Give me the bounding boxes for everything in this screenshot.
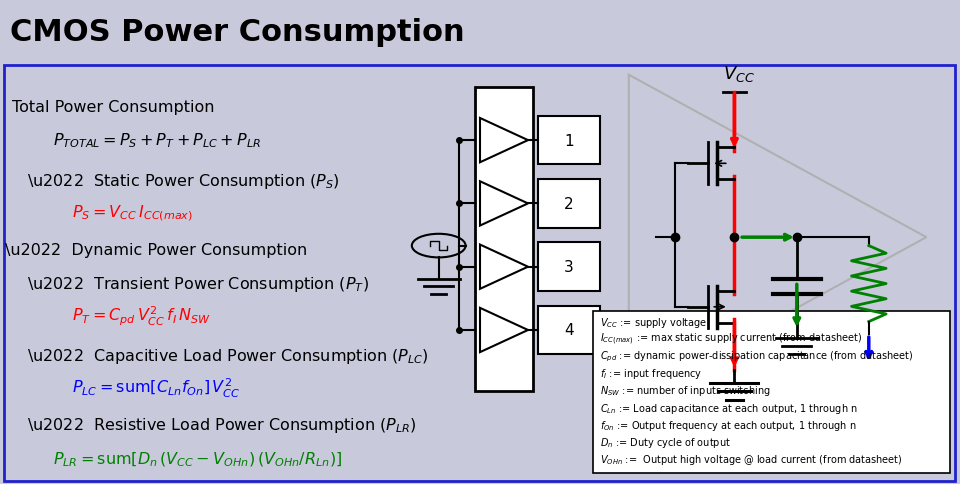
- Text: $V_{OHn}$ :=  Output high voltage @ load current (from datasheet): $V_{OHn}$ := Output high voltage @ load …: [600, 452, 902, 466]
- Bar: [538, 117, 600, 165]
- Bar: [538, 306, 600, 354]
- Text: $P_{LC} = \mathrm{sum}[ C_{Ln} f_{On} ]\, V_{CC}^2$: $P_{LC} = \mathrm{sum}[ C_{Ln} f_{On} ]\…: [72, 376, 240, 399]
- Text: $C_{pd}$ := dynamic power-dissipation capacitance (from datasheet): $C_{pd}$ := dynamic power-dissipation ca…: [600, 349, 913, 363]
- Text: $P_T = C_{pd}\, V_{CC}^2\, f_I\, N_{SW}$: $P_T = C_{pd}\, V_{CC}^2\, f_I\, N_{SW}$: [72, 304, 211, 327]
- Text: 2: 2: [564, 197, 574, 212]
- Bar: [475, 88, 533, 392]
- Text: 1: 1: [564, 133, 574, 148]
- Text: $C_{Ln}$ := Load capacitance at each output, 1 through n: $C_{Ln}$ := Load capacitance at each out…: [600, 401, 857, 415]
- Text: $f_{On}$ := Output frequency at each output, 1 through n: $f_{On}$ := Output frequency at each out…: [600, 418, 856, 432]
- Text: $P_{TOTAL} = P_S + P_T + P_{LC} + P_{LR}$: $P_{TOTAL} = P_S + P_T + P_{LC} + P_{LR}…: [53, 132, 261, 150]
- Text: CMOS Power Consumption: CMOS Power Consumption: [10, 18, 465, 47]
- Text: \u2022  Resistive Load Power Consumption ($P_{LR}$): \u2022 Resistive Load Power Consumption …: [27, 416, 417, 435]
- Text: $D_n$ := Duty cycle of output: $D_n$ := Duty cycle of output: [600, 435, 731, 449]
- Text: \u2022  Static Power Consumption ($P_S$): \u2022 Static Power Consumption ($P_S$): [27, 171, 340, 190]
- Bar: [593, 311, 950, 473]
- Text: \u2022  Dynamic Power Consumption: \u2022 Dynamic Power Consumption: [5, 243, 307, 258]
- Text: Total Power Consumption: Total Power Consumption: [12, 100, 214, 115]
- Text: 3: 3: [564, 259, 574, 274]
- Text: \u2022  Capacitive Load Power Consumption ($P_{LC}$): \u2022 Capacitive Load Power Consumption…: [27, 346, 429, 365]
- Bar: [538, 243, 600, 291]
- Text: $V_{CC}$: $V_{CC}$: [723, 64, 756, 84]
- Text: $f_I$ := input frequency: $f_I$ := input frequency: [600, 366, 703, 380]
- Text: $P_{LR} = \mathrm{sum}[ D_n\, (V_{CC} - V_{OHn})\,(V_{OHn} / R_{Ln}) ]$: $P_{LR} = \mathrm{sum}[ D_n\, (V_{CC} - …: [53, 450, 342, 468]
- Text: $V_{CC}$ := supply voltage: $V_{CC}$ := supply voltage: [600, 315, 708, 329]
- Bar: [538, 180, 600, 228]
- Text: \u2022  Transient Power Consumption ($P_T$): \u2022 Transient Power Consumption ($P_T…: [27, 274, 369, 293]
- Text: $P_S = V_{CC}\, I_{CC(max)}$: $P_S = V_{CC}\, I_{CC(max)}$: [72, 203, 193, 222]
- Text: $I_{CC(max)}$ := max static supply current (from datasheet): $I_{CC(max)}$ := max static supply curre…: [600, 332, 862, 347]
- Text: 4: 4: [564, 323, 574, 338]
- Text: $N_{SW}$ := number of inputs switching: $N_{SW}$ := number of inputs switching: [600, 384, 771, 397]
